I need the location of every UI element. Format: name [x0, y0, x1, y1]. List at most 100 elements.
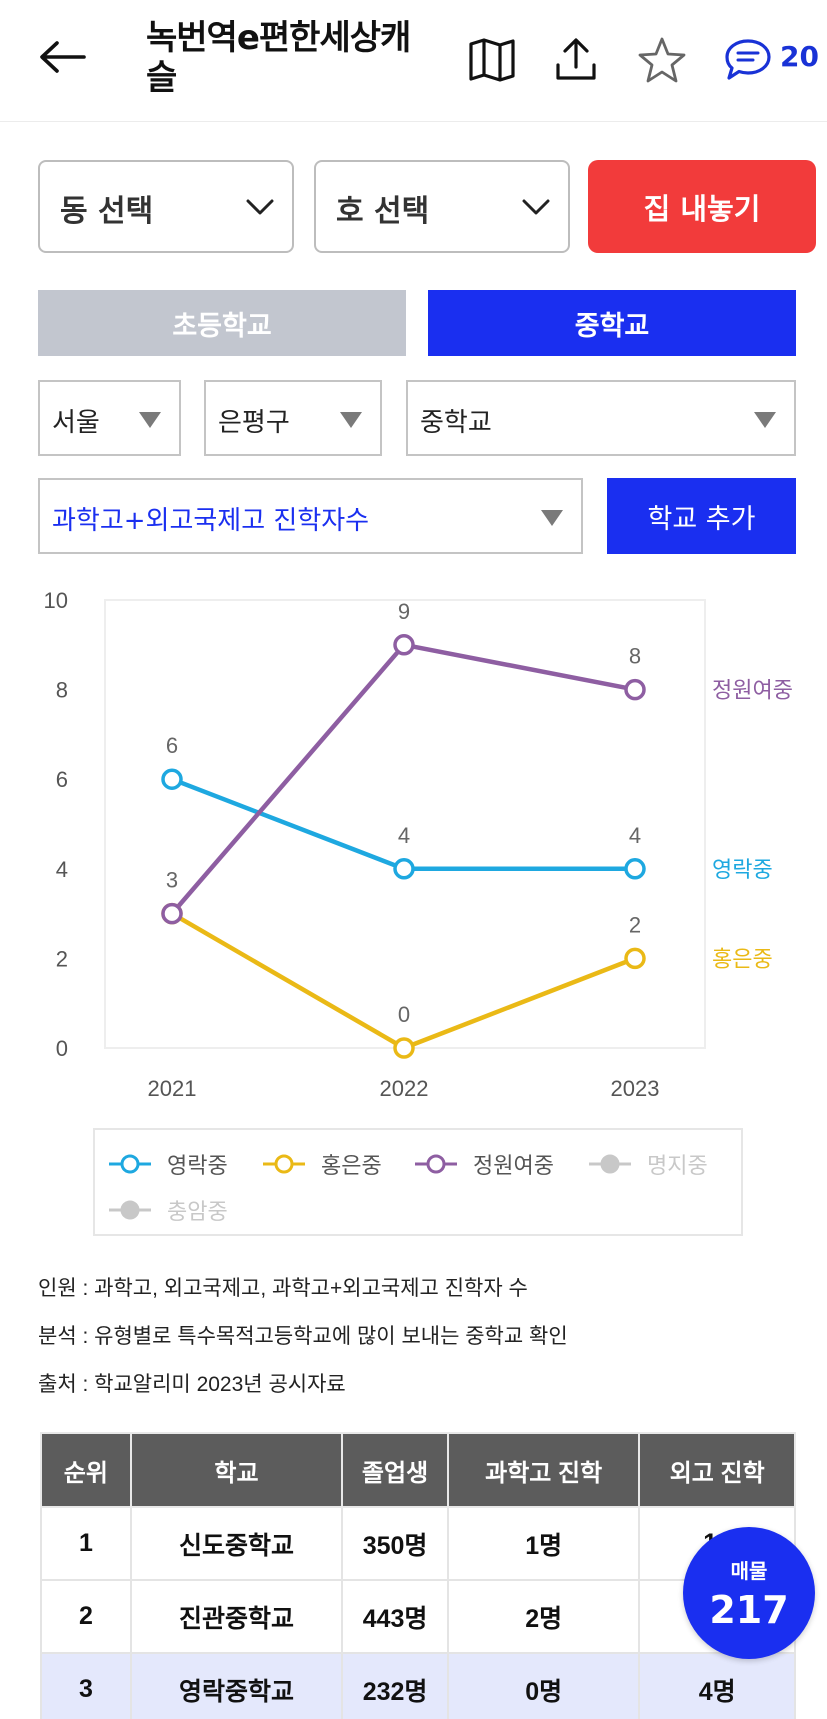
- school-type-dropdown[interactable]: 중학교: [406, 380, 796, 456]
- ho-select[interactable]: 호 선택: [314, 160, 570, 253]
- city-dropdown-value: 서울: [52, 408, 100, 438]
- data-point: [161, 768, 183, 790]
- add-school-button[interactable]: 학교 추가: [607, 478, 796, 554]
- data-label: 2: [629, 912, 641, 937]
- table-cell: 3: [40, 1652, 132, 1719]
- triangle-down-icon: [139, 412, 161, 428]
- series-end-label: 홍은중: [712, 946, 773, 971]
- page-title: 녹번역e편한세상캐슬: [146, 18, 411, 98]
- chevron-down-icon: [522, 199, 550, 215]
- district-dropdown[interactable]: 은평구: [204, 380, 382, 456]
- column-header: 순위: [40, 1432, 132, 1508]
- comment-button[interactable]: [720, 34, 776, 86]
- table-cell: 4명: [638, 1652, 796, 1719]
- data-label: 3: [166, 868, 178, 893]
- table-header-row: 순위 학교 졸업생 과학고 진학 외고 진학: [40, 1432, 796, 1508]
- dong-select[interactable]: 동 선택: [38, 160, 294, 253]
- app-header: 녹번역e편한세상캐슬 20: [0, 0, 827, 122]
- data-point: [393, 858, 415, 880]
- tab-elementary-school[interactable]: 초등학교: [38, 290, 406, 356]
- legend-marker-icon: [109, 1200, 151, 1220]
- table-cell: 443명: [341, 1579, 449, 1654]
- table-cell: 0명: [446, 1652, 641, 1719]
- column-header: 외고 진학: [638, 1432, 796, 1508]
- ho-select-label: 호 선택: [336, 194, 430, 229]
- legend-item[interactable]: 영락중: [107, 1148, 228, 1180]
- share-icon: [556, 38, 596, 80]
- note-personnel: 인원 : 과학고, 외고국제고, 과학고+외고국제고 진학자 수: [38, 1277, 528, 1300]
- table-cell: 2: [40, 1579, 132, 1654]
- back-arrow-icon: [40, 41, 86, 73]
- series-end-label: 영락중: [712, 857, 773, 882]
- star-icon: [638, 37, 686, 83]
- x-tick-label: 2023: [611, 1076, 660, 1101]
- list-home-button[interactable]: 집 내놓기: [588, 160, 816, 253]
- table-cell: 232명: [341, 1652, 449, 1719]
- note-source: 출처 : 학교알리미 2023년 공시자료: [38, 1373, 346, 1396]
- fab-label: 매물: [730, 1558, 768, 1583]
- back-button[interactable]: [34, 34, 90, 80]
- data-point: [393, 1037, 415, 1059]
- city-dropdown[interactable]: 서울: [38, 380, 181, 456]
- legend-item[interactable]: 정원여중: [413, 1148, 554, 1180]
- district-dropdown-value: 은평구: [218, 408, 290, 438]
- y-tick-label: 2: [56, 946, 68, 971]
- x-tick-label: 2022: [380, 1076, 429, 1101]
- table-row[interactable]: 2 진관중학교 443명 2명: [40, 1579, 796, 1654]
- favorite-button[interactable]: [634, 34, 690, 86]
- legend-label: 명지중: [647, 1154, 708, 1179]
- tab-middle-school[interactable]: 중학교: [428, 290, 796, 356]
- map-button[interactable]: [464, 34, 520, 86]
- table-cell: 2명: [446, 1579, 641, 1654]
- legend-item[interactable]: 충암중: [107, 1194, 228, 1226]
- legend-marker-icon: [415, 1154, 457, 1174]
- legend-item[interactable]: 홍은중: [261, 1148, 382, 1180]
- column-header: 학교: [129, 1432, 344, 1508]
- y-tick-label: 10: [44, 588, 68, 613]
- y-tick-label: 6: [56, 767, 68, 792]
- triangle-down-icon: [754, 412, 776, 428]
- x-tick-label: 2021: [148, 1076, 197, 1101]
- data-label: 4: [398, 823, 410, 848]
- share-button[interactable]: [548, 34, 604, 86]
- metric-dropdown[interactable]: 과학고+외고국제고 진학자수: [38, 478, 583, 554]
- legend-item[interactable]: 명지중: [587, 1148, 708, 1180]
- table-cell: 350명: [341, 1506, 449, 1581]
- table-cell: 신도중학교: [129, 1506, 344, 1581]
- table-cell: 영락중학교: [129, 1652, 344, 1719]
- legend-marker-icon: [263, 1154, 305, 1174]
- table-cell: 진관중학교: [129, 1579, 344, 1654]
- column-header: 졸업생: [341, 1432, 449, 1508]
- legend-label: 홍은중: [321, 1154, 382, 1179]
- school-type-dropdown-value: 중학교: [420, 408, 492, 438]
- line-chart: 0 2 4 6 8 10 2021 2022 2023 6 4 4 영락중 0 2 홍은중 3 9 8 정원여중: [44, 588, 793, 1101]
- y-tick-label: 0: [56, 1036, 68, 1061]
- legend-label: 영락중: [167, 1154, 228, 1179]
- series-end-label: 정원여중: [712, 678, 793, 703]
- school-ranking-table: 순위 학교 졸업생 과학고 진학 외고 진학 1 신도중학교 350명 1명 1…: [40, 1432, 796, 1719]
- data-point: [624, 947, 646, 970]
- triangle-down-icon: [541, 510, 563, 526]
- y-tick-label: 4: [56, 857, 68, 882]
- table-cell: 1: [40, 1506, 132, 1581]
- dong-select-label: 동 선택: [60, 194, 154, 229]
- table-row-highlighted[interactable]: 3 영락중학교 232명 0명 4명: [40, 1652, 796, 1719]
- data-point: [624, 858, 646, 880]
- legend-marker-icon: [109, 1154, 151, 1174]
- table-row[interactable]: 1 신도중학교 350명 1명 14: [40, 1506, 796, 1581]
- data-point: [161, 902, 183, 925]
- listings-fab-button[interactable]: 매물 217: [683, 1527, 815, 1659]
- legend-label: 정원여중: [473, 1154, 554, 1179]
- legend-marker-icon: [589, 1154, 631, 1174]
- data-label: 9: [398, 599, 410, 624]
- note-analysis: 분석 : 유형별로 특수목적고등학교에 많이 보내는 중학교 확인: [38, 1325, 568, 1348]
- data-label: 6: [166, 733, 178, 758]
- data-point: [393, 634, 415, 656]
- metric-dropdown-value: 과학고+외고국제고 진학자수: [52, 506, 370, 536]
- chevron-down-icon: [246, 199, 274, 215]
- data-point: [624, 678, 646, 701]
- triangle-down-icon: [340, 412, 362, 428]
- data-label: 4: [629, 823, 641, 848]
- map-icon: [469, 38, 515, 82]
